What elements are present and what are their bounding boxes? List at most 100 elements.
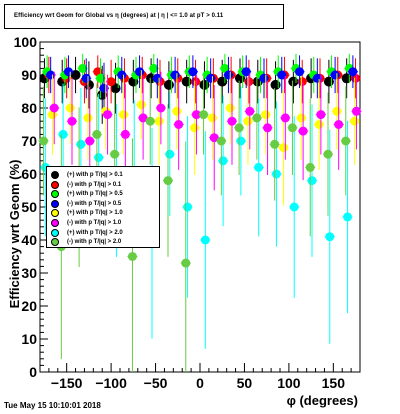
data-point [234, 123, 244, 133]
y-tick-label: 90 [21, 67, 37, 83]
data-point [138, 113, 148, 123]
legend-marker [51, 228, 59, 237]
x-tick-label: 50 [237, 375, 253, 391]
x-axis-label: φ (degrees) [287, 393, 358, 408]
legend-marker [51, 209, 59, 218]
data-point [127, 252, 137, 261]
data-point [188, 67, 198, 77]
data-point [106, 77, 116, 87]
data-point [289, 202, 299, 212]
legend-entry: (+) with p T/|q| > 1.0 [51, 208, 123, 218]
data-point [120, 129, 130, 139]
legend-entry: (-) with p T/|q| > 0.1 [51, 180, 121, 190]
x-tick-label: 100 [277, 375, 301, 391]
data-point [305, 162, 315, 172]
data-point [163, 176, 173, 186]
data-point [63, 67, 73, 77]
data-point [94, 153, 104, 162]
x-tick-label: 0 [196, 375, 204, 391]
y-tick-label: 40 [21, 232, 37, 248]
data-point [183, 202, 193, 212]
data-point [216, 136, 226, 146]
data-point [119, 110, 129, 120]
data-point [307, 176, 317, 186]
legend-marker [51, 199, 59, 208]
axis-ticks: 0 10 20 30 40 50 60 70 80 90 100 −150 −100 −50 0 50 100 1… [14, 34, 352, 391]
data-point [67, 116, 77, 126]
data-point [343, 212, 353, 222]
data-point [81, 73, 91, 83]
data-point [117, 70, 127, 80]
legend-label: (-) with p T/|q| > 2.0 [67, 239, 122, 246]
legend-label: (+) with p T/|q| > 2.0 [67, 229, 123, 236]
data-point [209, 133, 219, 143]
data-point [58, 129, 68, 139]
data-point [295, 67, 305, 77]
data-point [296, 113, 306, 123]
data-point [341, 136, 351, 146]
legend-label: (+) with p T/|q| > 0.1 [67, 172, 123, 178]
data-point [172, 106, 182, 116]
data-point [49, 103, 59, 113]
data-point [165, 149, 175, 159]
data-point [110, 149, 120, 159]
data-point [225, 103, 235, 113]
y-tick-label: 70 [21, 133, 37, 149]
data-point [236, 136, 246, 146]
data-point [149, 63, 159, 73]
legend-entry: (+) with p T/|q| > 2.0 [51, 228, 123, 238]
y-axis-label: Efficiency wrt Geom (%) [7, 160, 22, 309]
y-tick-label: 80 [21, 100, 37, 116]
data-point [245, 106, 255, 116]
title-box: Efficiency wrt Geom for Global vs η (deg… [4, 4, 284, 29]
data-point [76, 139, 86, 149]
data-point [279, 143, 289, 153]
data-point [280, 113, 290, 123]
data-point [325, 232, 335, 242]
data-point [351, 106, 361, 116]
data-point [254, 162, 264, 172]
data-point [263, 123, 273, 133]
x-tick-label: 150 [322, 375, 346, 391]
timestamp: Tue May 15 10:10:01 2018 [4, 401, 101, 410]
legend: (+) with p T/|q| > 0.1 (-) with p T/|q| >… [46, 166, 160, 248]
data-point [241, 67, 251, 77]
data-point [200, 235, 210, 245]
legend-entry: (-) with p T/|q| > 1.0 [51, 218, 121, 228]
legend-entry: (+) with p T/|q| > 0.1 [51, 170, 123, 180]
legend-entry: (+) with p T/|q| > 0.5 [51, 189, 123, 199]
data-point [220, 63, 230, 73]
data-point [145, 116, 155, 126]
data-point [154, 116, 164, 126]
data-point [323, 149, 333, 159]
y-tick-label: 100 [14, 34, 38, 50]
y-tick-label: 10 [21, 331, 37, 347]
data-point [95, 73, 105, 83]
legend-label: (-) with p T/|q| > 1.0 [67, 220, 122, 226]
data-point [136, 100, 146, 110]
legend-label: (-) with p T/|q| > 0.1 [67, 181, 122, 188]
data-point [103, 110, 113, 120]
data-point [65, 103, 75, 113]
chart-title: Efficiency wrt Geom for Global vs η (deg… [14, 13, 224, 19]
data-point [85, 136, 95, 146]
data-point [332, 106, 342, 116]
data-point [314, 120, 324, 129]
x-tick-label: −50 [144, 375, 168, 391]
legend-marker [51, 190, 59, 199]
y-tick-label: 20 [21, 298, 37, 314]
y-tick-label: 30 [21, 265, 37, 281]
data-point [334, 120, 344, 129]
data-point [83, 113, 93, 123]
data-point [174, 120, 184, 129]
data-point [181, 258, 191, 268]
data-point [199, 110, 209, 120]
data-point [39, 136, 49, 146]
legend-marker [51, 219, 59, 227]
data-point [218, 156, 228, 166]
y-tick-label: 50 [21, 199, 37, 215]
data-point [271, 169, 281, 179]
series-6 [49, 71, 362, 196]
data-point [243, 116, 253, 126]
